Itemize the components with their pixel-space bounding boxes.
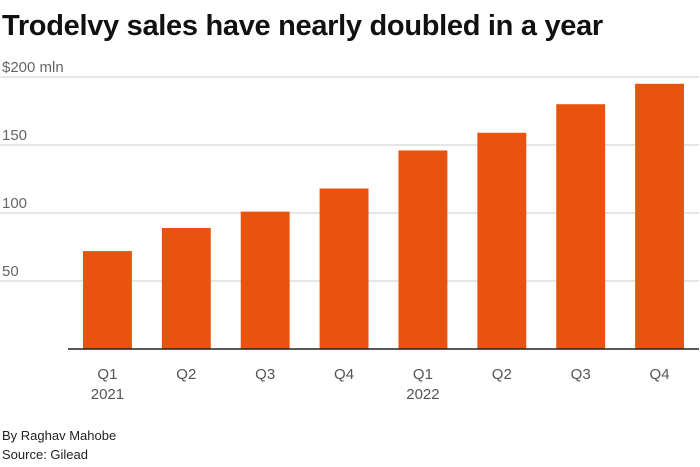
bar <box>319 188 369 349</box>
bar <box>161 227 211 349</box>
x-tick-label: Q4 <box>334 366 354 383</box>
bar <box>477 132 527 349</box>
x-axis-labels: Q1 2021 Q2 Q3 Q4 Q1 2022 Q2 Q3 Q4 <box>91 366 670 403</box>
y-tick-label: $200 mln <box>2 59 64 76</box>
bar <box>398 150 448 349</box>
source-note: Source: Gilead <box>2 447 88 462</box>
y-axis-labels: 50 100 150 $200 mln <box>2 59 64 280</box>
x-tick-label: Q4 <box>650 366 670 383</box>
x-tick-label: Q2 <box>492 366 512 383</box>
x-tick-label: Q3 <box>255 366 275 383</box>
x-year-label: 2022 <box>406 386 439 403</box>
bar <box>240 211 290 349</box>
byline: By Raghav Mahobe <box>2 428 117 443</box>
y-tick-label: 100 <box>2 195 27 212</box>
bar <box>635 83 685 350</box>
bars <box>82 83 685 350</box>
x-tick-label: Q3 <box>571 366 591 383</box>
y-tick-label: 50 <box>2 263 19 280</box>
x-year-label: 2021 <box>91 386 124 403</box>
bar <box>82 251 132 349</box>
bar <box>556 104 606 349</box>
chart-title: Trodelvy sales have nearly doubled in a … <box>2 10 603 42</box>
x-tick-label: Q1 <box>97 366 117 383</box>
x-tick-label: Q1 <box>413 366 433 383</box>
y-tick-label: 150 <box>2 127 27 144</box>
x-tick-label: Q2 <box>176 366 196 383</box>
